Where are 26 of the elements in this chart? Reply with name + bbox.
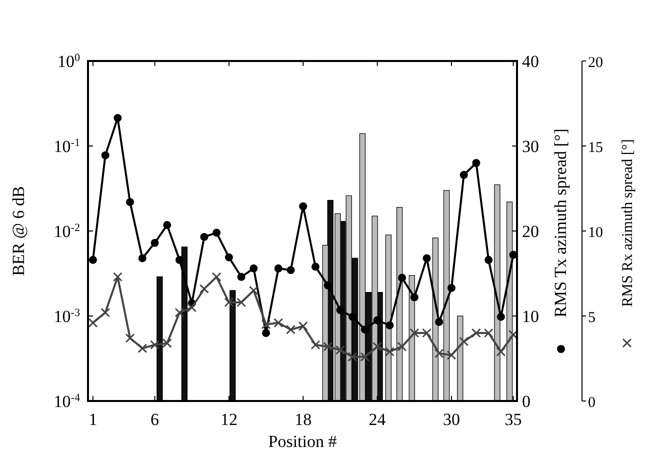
y2-tick-label: 40 (522, 52, 539, 71)
y3-tick-label: 20 (588, 55, 603, 71)
y-tick-label: 10$^{-2}$ (54, 222, 80, 241)
y3-tick-label: 15 (588, 140, 603, 156)
y2-tick-label: 10 (522, 307, 539, 326)
y2-axis-title: RMS Tx azimuth spread [°] (551, 128, 570, 318)
x-tick-label: 18 (294, 410, 312, 429)
x-tick-label: 1 (88, 410, 98, 429)
x-tick-label: 35 (504, 410, 522, 429)
x-tick-label: 30 (442, 410, 460, 429)
y3-tick-label: 5 (588, 310, 596, 326)
y2-tick-label: 20 (522, 222, 539, 241)
y-tick-label: 10$^{-1}$ (54, 137, 80, 156)
y-tick-label: 10$^{-3}$ (54, 307, 80, 326)
y-tick-label: 10$^{0}$ (57, 52, 80, 71)
y-axis-title: BER @ 6 dB (9, 186, 28, 276)
y3-axis-title: RMS Rx azimuth spread [°] (620, 139, 636, 307)
y-tick-label: 10$^{-4}$ (54, 392, 80, 411)
y2-tick-label: 30 (522, 137, 539, 156)
x-tick-label: 24 (368, 410, 386, 429)
y3-tick-label: 10 (588, 225, 603, 241)
x-axis-title: Position # (268, 432, 338, 451)
y3-tick-label: 0 (588, 395, 596, 411)
y2-tick-label: 0 (522, 392, 530, 411)
x-tick-label: 12 (220, 410, 238, 429)
x-tick-label: 6 (150, 410, 160, 429)
